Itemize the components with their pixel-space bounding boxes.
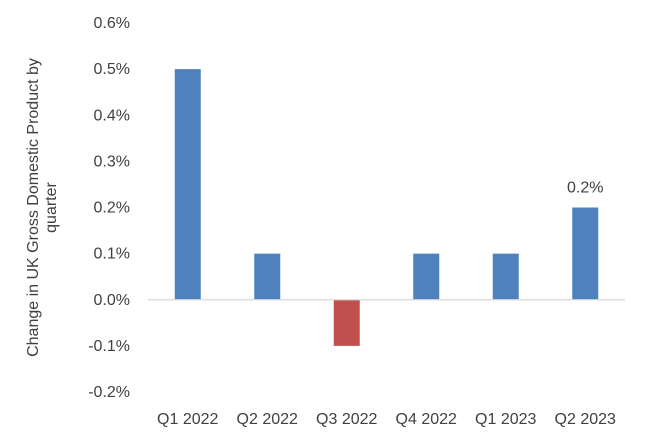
data-labels: 0.2% (567, 180, 603, 197)
bars (174, 69, 599, 346)
x-tick-label: Q1 2022 (157, 411, 218, 428)
bar-q1-2023 (492, 253, 519, 300)
y-tick-label: 0.4% (94, 107, 130, 124)
bar-q2-2022 (254, 253, 281, 300)
y-tick-label: 0.5% (94, 61, 130, 78)
y-axis-ticks: 0.6% 0.5% 0.4% 0.3% 0.2% 0.1% 0.0% -0.1% -0.2% (88, 15, 130, 401)
y-axis-title-line-2: quarter (43, 181, 60, 232)
data-label: 0.2% (567, 180, 603, 197)
y-tick-label: 0.0% (94, 292, 130, 309)
y-tick-label: -0.2% (88, 384, 130, 401)
bar-q1-2022 (174, 69, 201, 300)
x-tick-label: Q2 2022 (237, 411, 298, 428)
y-axis-title: Change in UK Gross Domestic Product by q… (25, 58, 60, 357)
y-tick-label: 0.1% (94, 246, 130, 263)
y-tick-label: 0.3% (94, 153, 130, 170)
x-tick-label: Q2 2023 (555, 411, 616, 428)
x-tick-label: Q4 2022 (396, 411, 457, 428)
y-tick-label: 0.6% (94, 15, 130, 32)
x-tick-label: Q1 2023 (475, 411, 536, 428)
y-tick-label: -0.1% (88, 338, 130, 355)
bar-q4-2022 (413, 253, 440, 300)
x-axis-ticks: Q1 2022 Q2 2022 Q3 2022 Q4 2022 Q1 2023 Q2 20… (157, 411, 616, 428)
bar-q2-2023 (572, 207, 599, 300)
bar-q3-2022 (333, 299, 360, 346)
y-tick-label: 0.2% (94, 200, 130, 217)
x-tick-label: Q3 2022 (316, 411, 377, 428)
y-axis-title-line-1: Change in UK Gross Domestic Product by (25, 58, 42, 357)
